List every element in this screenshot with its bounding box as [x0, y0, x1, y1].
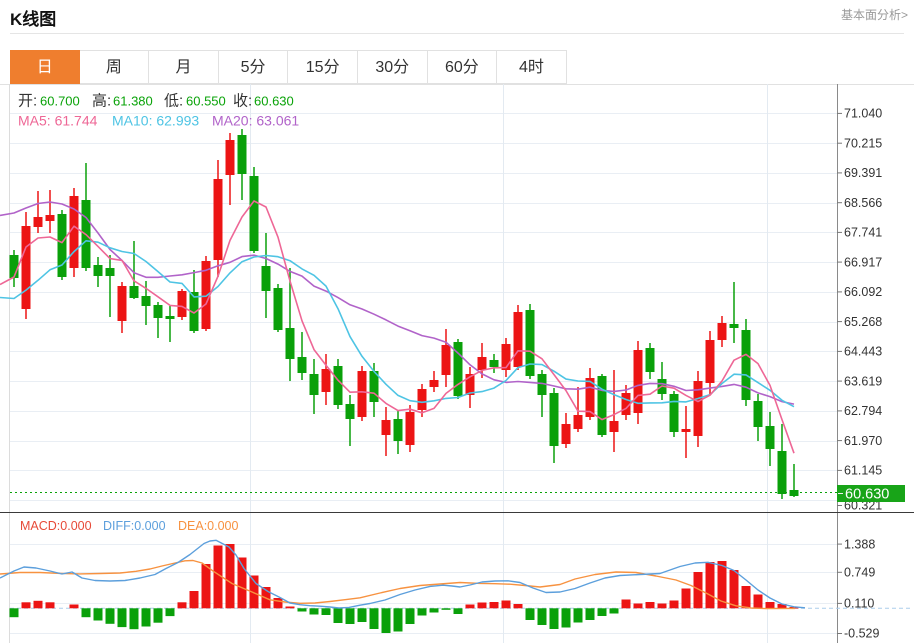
svg-text:68.566: 68.566 [844, 196, 882, 210]
svg-text:60.630: 60.630 [254, 94, 294, 109]
svg-text:62.794: 62.794 [844, 404, 882, 418]
svg-text:66.917: 66.917 [844, 255, 882, 269]
svg-text:61.970: 61.970 [844, 434, 882, 448]
svg-text:67.741: 67.741 [844, 226, 882, 240]
svg-text:0.749: 0.749 [844, 566, 875, 580]
svg-text:-0.529: -0.529 [844, 627, 879, 641]
svg-text:69.391: 69.391 [844, 166, 882, 180]
svg-text:60.321: 60.321 [844, 499, 882, 513]
svg-text:收:: 收: [233, 93, 252, 110]
svg-text:DIFF:0.000: DIFF:0.000 [103, 519, 166, 533]
svg-text:61.145: 61.145 [844, 464, 882, 478]
svg-text:MA20: 63.061: MA20: 63.061 [212, 113, 299, 129]
svg-text:66.092: 66.092 [844, 285, 882, 299]
svg-text:70.215: 70.215 [844, 136, 882, 150]
svg-text:71.040: 71.040 [844, 107, 882, 121]
svg-text:高:: 高: [92, 93, 111, 110]
svg-text:60.550: 60.550 [186, 94, 226, 109]
svg-text:MA5: 61.744: MA5: 61.744 [18, 113, 98, 129]
svg-text:MACD:0.000: MACD:0.000 [20, 519, 92, 533]
svg-text:0.110: 0.110 [844, 597, 874, 611]
svg-text:61.380: 61.380 [113, 94, 153, 109]
svg-text:DEA:0.000: DEA:0.000 [178, 519, 239, 533]
svg-text:60.630: 60.630 [845, 486, 889, 502]
svg-text:MA10: 62.993: MA10: 62.993 [112, 113, 199, 129]
svg-text:63.619: 63.619 [844, 374, 882, 388]
svg-text:65.268: 65.268 [844, 315, 882, 329]
svg-text:开:: 开: [18, 93, 37, 110]
svg-text:64.443: 64.443 [844, 345, 882, 359]
svg-text:1.388: 1.388 [844, 537, 875, 551]
svg-text:60.700: 60.700 [40, 94, 80, 109]
svg-text:低:: 低: [164, 93, 183, 110]
